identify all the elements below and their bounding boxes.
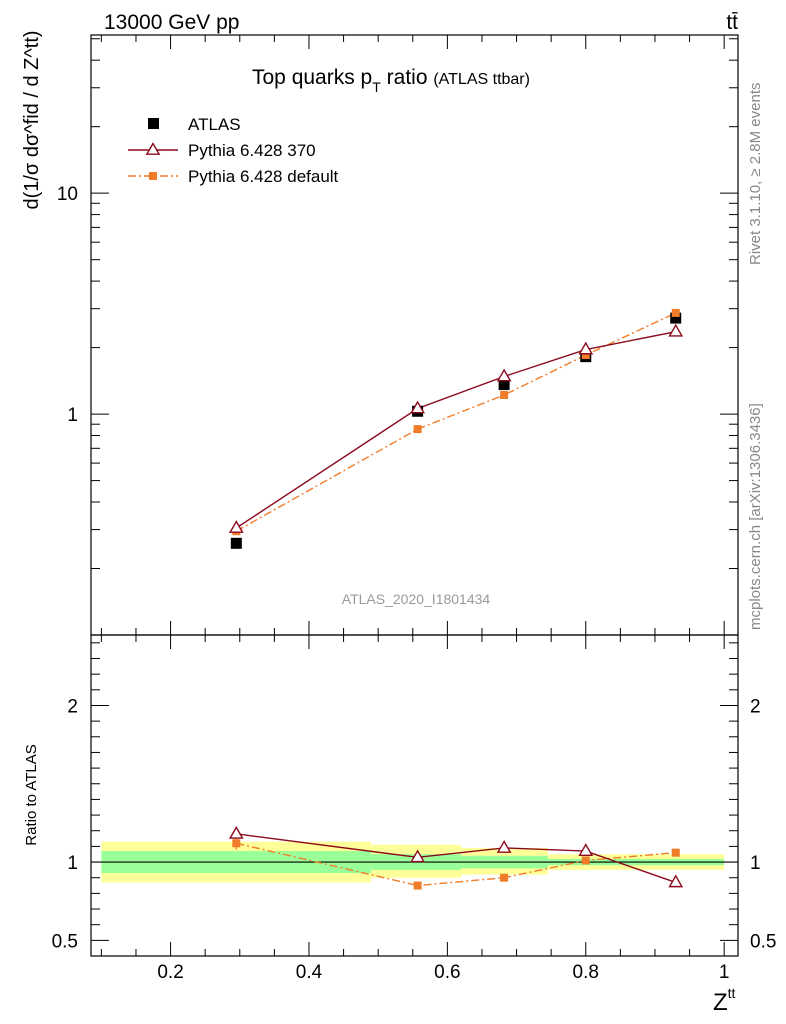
pythia-370-point [578, 341, 594, 355]
process-label: tt̄ [726, 11, 738, 34]
pythia-default-ratio-point [413, 881, 422, 890]
legend-pythia-370-marker [145, 142, 161, 155]
analysis-watermark: ATLAS_2020_I1801434 [342, 591, 491, 607]
plot-title: Top quarks pT ratio (ATLAS ttbar) [252, 66, 530, 95]
ratio-y-tick-label-left: 0.5 [52, 931, 78, 952]
pythia-370-point [496, 368, 512, 382]
legend: ATLAS Pythia 6.428 370 Pythia 6.428 defaul… [128, 115, 339, 186]
pythia-default-point [581, 351, 590, 360]
pythia-default-ratio-point [232, 839, 241, 848]
legend-pythia-default-marker [149, 172, 157, 180]
atlas-point [498, 379, 510, 391]
x-tick-label: 0.6 [434, 962, 460, 983]
pythia-default-point [413, 425, 422, 434]
pythia-370-ratio-point [496, 840, 512, 853]
title-main: Top quarks p [252, 66, 372, 89]
ratio-y-tick-label-right: 2 [750, 696, 761, 717]
legend-atlas-marker [148, 118, 159, 129]
pythia-default-ratio-point [671, 848, 680, 857]
main-y-tick-label: 1 [67, 405, 78, 426]
pythia-370-point [410, 400, 425, 414]
x-tick-label: 1 [719, 962, 730, 983]
rivet-label: Rivet 3.1.10, ≥ 2.8M events [747, 83, 764, 266]
ratio-frame [90, 634, 739, 957]
x-tick-label: 0.8 [573, 962, 599, 983]
pythia-default-ratio-point [581, 856, 590, 865]
pythia-370-ratio-point [578, 843, 594, 857]
pythia-default-ratio-point [500, 873, 509, 882]
energy-label: 13000 GeV pp [104, 11, 239, 34]
pythia-370-ratio-point [228, 825, 244, 839]
atlas-point [670, 312, 682, 324]
atlas-point [230, 537, 242, 549]
main-series [228, 308, 684, 549]
ratio-y-tick-label-left: 1 [67, 853, 78, 874]
main-y-tick-label: 10 [57, 184, 78, 205]
title-after: ratio [381, 66, 428, 89]
legend-label: Pythia 6.428 370 [188, 141, 316, 160]
x-axis-label: Ztt [713, 985, 736, 1016]
ratio-y-tick-label-right: 0.5 [750, 931, 776, 952]
main-ylabel: d(1/σ dσ^fid / d Z^tt) [21, 30, 43, 209]
mcplots-label: mcplots.cern.ch [arXiv:1306.3436] [747, 403, 764, 630]
x-tick-label: 0.2 [157, 962, 183, 983]
ratio-ylabel: Ratio to ATLAS [23, 744, 40, 845]
ratio-y-tick-label-left: 2 [67, 696, 78, 717]
pythia-default-point [671, 308, 680, 317]
legend-label: ATLAS [188, 115, 241, 134]
x-tick-label: 0.4 [296, 962, 323, 983]
tick-labels: 0.2 0.4 0.6 0.8 1 1 10 0.5 0.5 1 1 2 2 [52, 184, 777, 983]
legend-label: Pythia 6.428 default [188, 167, 339, 186]
ratio-series [228, 825, 684, 890]
ratio-y-tick-label-right: 1 [750, 853, 761, 874]
pythia-370-line [235, 331, 676, 529]
pythia-370-ratio-point [410, 849, 425, 863]
title-note: (ATLAS ttbar) [433, 71, 530, 88]
pythia-default-line [235, 312, 677, 532]
pythia-370-point [668, 323, 684, 337]
title-sub: T [372, 79, 381, 95]
pythia-370-point [228, 520, 244, 533]
pythia-default-point [500, 391, 509, 400]
pythia-370-ratio-point [668, 874, 684, 888]
